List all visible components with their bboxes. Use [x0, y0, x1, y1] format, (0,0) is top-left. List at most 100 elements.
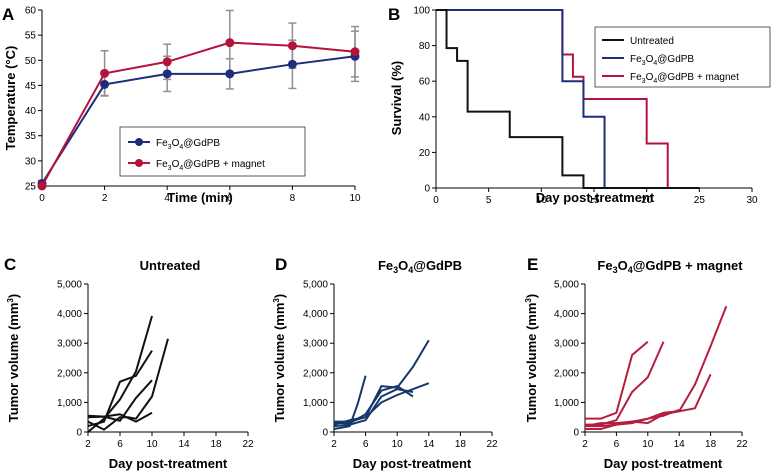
panel-d-ytick-label: 5,000 [303, 280, 328, 291]
panel-e-ytick-label: 1,000 [554, 398, 579, 409]
panel-c-xtick-label: 18 [210, 439, 222, 450]
panel-a-series-2-point [100, 68, 110, 78]
panel-c-xtick-label: 6 [117, 439, 123, 450]
panel-a-letter: A [2, 5, 14, 24]
panel-a-series-1-line [41, 55, 356, 185]
panel-b-xlabel: Day post-treatment [536, 190, 655, 205]
legend-a-marker-2 [135, 159, 143, 167]
panel-b-xtick-label: 15 [588, 195, 600, 206]
panel-c-ytick-label: 3,000 [57, 339, 82, 350]
panel-e-series-5-line [585, 408, 680, 428]
panel-a-xlabel: Time (min) [167, 190, 233, 205]
panel-b-ytick-label: 80 [419, 41, 431, 52]
panel-a-series-2-point [350, 47, 360, 57]
panel-b-ytick-label: 100 [413, 6, 430, 17]
panel-a-xtick-label: 0 [39, 193, 45, 204]
panel-c-xlabel: Day post-treatment [109, 456, 228, 471]
panel-e-series-1-line [585, 340, 649, 420]
panel-e-ytick-label: 0 [573, 428, 579, 439]
panel-c-ylabel: Tumor volume (mm3) [6, 294, 21, 422]
panel-b-ylabel: Survival (%) [389, 61, 404, 135]
panel-a-xtick-label: 8 [290, 193, 296, 204]
panel-e-ytick-label: 4,000 [554, 309, 579, 320]
legend-b-label-3: Fe3O4@GdPB + magnet [630, 72, 739, 85]
panel-c-ytick-label: 2,000 [57, 368, 82, 379]
panel-d-xtick-label: 18 [455, 439, 467, 450]
panel-d-xlabel: Day post-treatment [353, 456, 472, 471]
panel-d-ytick-label: 4,000 [303, 309, 328, 320]
panel-e-series-4-line [585, 373, 712, 431]
panel-a-ylabel: Temperature (°C) [3, 46, 18, 151]
panel-b-xtick-label: 10 [536, 195, 548, 206]
panel-a-ytick-label: 50 [25, 56, 37, 67]
panel-a-xtick-label: 4 [164, 193, 170, 204]
panel-b-letter: B [388, 5, 400, 24]
panel-e-xtick-label: 2 [582, 439, 588, 450]
legend-a-marker-1 [135, 138, 143, 146]
panel-b-ytick-label: 60 [419, 77, 431, 88]
panel-b-ytick-label: 20 [419, 148, 431, 159]
panel-e-ytick-label: 5,000 [554, 280, 579, 291]
panel-d-xtick-label: 14 [423, 439, 435, 450]
panel-b-legend: Untreated Fe3O4@GdPB Fe3O4@GdPB + magnet [594, 26, 771, 88]
panel-d-letter: D [275, 255, 287, 274]
panel-a-xtick-label: 10 [349, 193, 361, 204]
panel-d-series-2-line [333, 339, 430, 426]
panel-e-xtick-label: 6 [614, 439, 620, 450]
panel-b-series-1-line [436, 9, 700, 189]
legend-a-label-1: Fe3O4@GdPB [156, 138, 220, 151]
panel-e-title: Fe3O4@GdPB + magnet [597, 258, 743, 275]
panel-c-series-2-line [87, 350, 153, 428]
panel-a-ytick-label: 40 [25, 106, 37, 117]
panel-a-series-2-point [287, 41, 297, 51]
panel-b-xtick-label: 5 [486, 195, 492, 206]
panel-e-ytick-label: 2,000 [554, 368, 579, 379]
panel-a-series-2-point [225, 38, 235, 48]
panel-b-ytick-label: 0 [424, 184, 430, 195]
panel-c-ytick-label: 4,000 [57, 309, 82, 320]
panel-c-ytick-label: 0 [76, 428, 82, 439]
panel-c-title: Untreated [140, 258, 201, 273]
panel-d-xtick-label: 6 [363, 439, 369, 450]
panel-a-legend: Fe3O4@GdPB Fe3O4@GdPB + magnet [119, 126, 306, 177]
panel-a-ytick-label: 45 [25, 81, 37, 92]
panel-a-xtick-label: 2 [102, 193, 108, 204]
panel-c-series-5-line [87, 411, 153, 423]
panel-b-xtick-label: 20 [641, 195, 653, 206]
panel-b-series-2-line [436, 9, 700, 189]
panel-b: B 0 5 10 15 20 25 30 0 20 40 60 80 100 Day post-trea… [388, 5, 771, 206]
panel-a-ytick-label: 25 [25, 182, 37, 193]
panel-a-series-2-line [41, 41, 356, 187]
panel-b-xtick-label: 30 [746, 195, 758, 206]
panel-d-plot: 2 6 10 14 18 22 0 1,000 2,000 3,000 4,000 5,000 [303, 280, 498, 451]
panel-e-xtick-label: 18 [705, 439, 717, 450]
panel-d-xtick-label: 2 [331, 439, 337, 450]
panel-e-ylabel: Tumor volume (mm3) [524, 294, 539, 422]
legend-b-label-2: Fe3O4@GdPB [630, 54, 694, 67]
panel-d-series-4-line [334, 382, 430, 423]
panel-e-series-3-line [584, 305, 728, 428]
panel-a: A 0 2 4 6 8 10 25 30 35 40 45 50 55 60 Time (min) Tem… [2, 5, 361, 205]
panel-d-series-1-line [333, 375, 367, 431]
panel-c-ytick-label: 5,000 [57, 280, 82, 291]
panel-a-series-2-point [37, 181, 47, 191]
panel-c-letter: C [4, 255, 16, 274]
panel-a-series-1-point [100, 79, 110, 89]
panel-c-xtick-label: 10 [146, 439, 158, 450]
panel-c-xtick-label: 2 [85, 439, 91, 450]
panel-b-xtick-label: 0 [433, 195, 439, 206]
panel-d-series-3-line [334, 385, 414, 425]
panel-a-ytick-label: 60 [25, 6, 37, 17]
panel-e: E Fe3O4@GdPB + magnet 2 6 10 14 18 22 0 1,000 2,… [524, 255, 748, 471]
panel-b-legend-box [594, 26, 771, 88]
legend-b-label-1: Untreated [630, 36, 674, 47]
panel-c-xtick-label: 14 [178, 439, 190, 450]
panel-d-ytick-label: 1,000 [303, 398, 328, 409]
panel-e-xtick-label: 14 [674, 439, 686, 450]
panel-d-xtick-label: 22 [486, 439, 498, 450]
panel-e-xtick-label: 22 [736, 439, 748, 450]
panel-a-legend-box [119, 126, 306, 177]
panel-e-xtick-label: 10 [642, 439, 654, 450]
panel-d: D Fe3O4@GdPB 2 6 10 14 18 22 0 1,000 2,000 3,000 4… [272, 255, 498, 471]
